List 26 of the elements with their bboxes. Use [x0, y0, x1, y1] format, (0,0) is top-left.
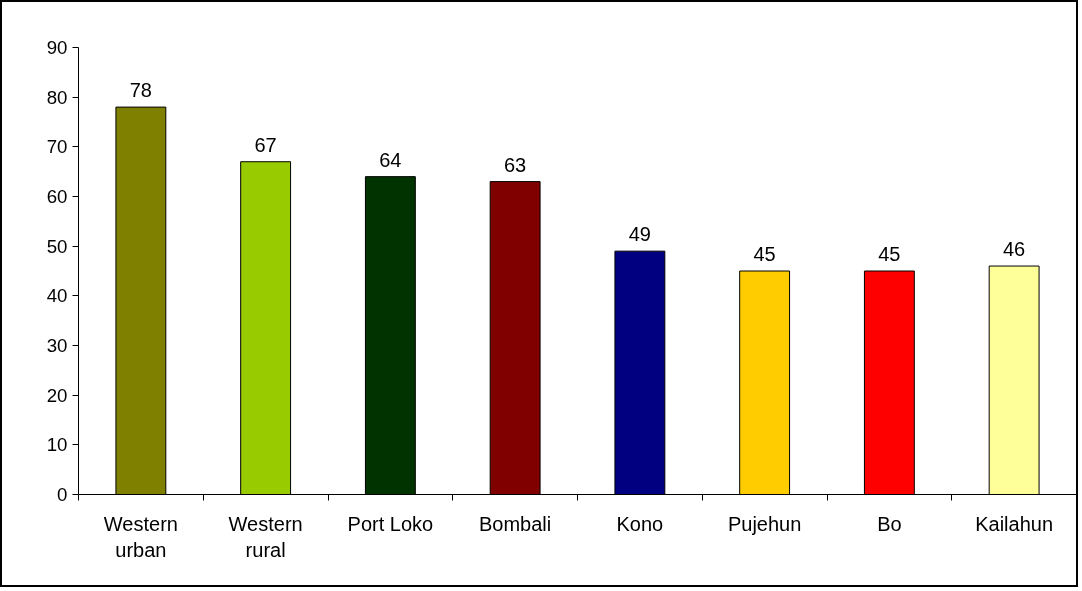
y-tick-label: 90 [46, 37, 68, 58]
x-tick-label: Pujehun [727, 512, 802, 535]
y-tick-label: 40 [46, 285, 68, 307]
data-label: 64 [379, 148, 402, 171]
data-label: 49 [628, 223, 651, 246]
y-tick-label: 60 [46, 186, 68, 207]
x-tick-label: Kono [616, 512, 664, 535]
x-tick-label: Bombali [479, 512, 552, 535]
data-label: 46 [1003, 238, 1026, 261]
x-tick-label: Western urban [103, 512, 178, 561]
data-label: 78 [129, 79, 152, 102]
x-tick-label: Kailahun [975, 512, 1054, 535]
data-label: 67 [254, 133, 277, 156]
data-label: 45 [753, 243, 776, 265]
y-tick-label: 70 [46, 136, 68, 158]
y-tick-label: 30 [46, 335, 68, 356]
y-tick-label: 20 [46, 384, 68, 406]
data-label: 63 [504, 153, 527, 176]
x-tick-label: Port Loko [347, 512, 434, 535]
y-tick-label: 0 [57, 484, 68, 505]
x-tick-label: Bo [877, 512, 902, 535]
y-tick-label: 80 [46, 86, 68, 108]
y-tick-label: 50 [46, 235, 68, 257]
data-label: 45 [878, 243, 901, 265]
y-tick-label: 10 [46, 434, 68, 456]
x-tick-label: Western rural [228, 512, 303, 561]
